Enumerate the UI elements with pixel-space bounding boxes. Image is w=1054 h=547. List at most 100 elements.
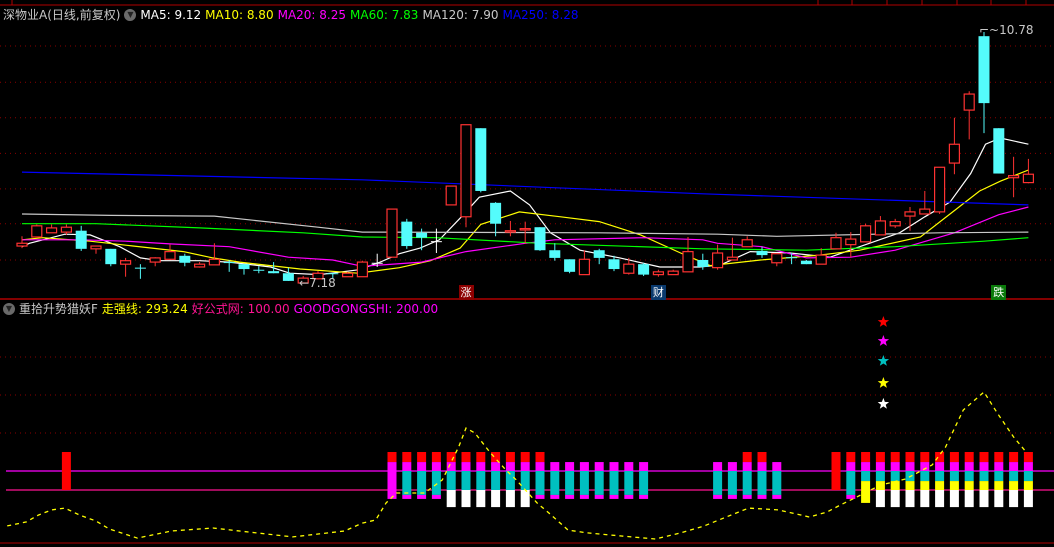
candle-body: [889, 221, 901, 227]
bar-segment: [491, 462, 501, 471]
candle: [830, 232, 842, 250]
bar-segment: [964, 452, 974, 463]
candle: [60, 224, 73, 235]
candle-body: [711, 252, 724, 269]
ma-legend-item: MA60: 7.83: [350, 8, 419, 22]
bar-segment: [1009, 490, 1019, 508]
candle: [238, 264, 250, 275]
candle: [179, 253, 191, 267]
bar-segment: [964, 471, 974, 482]
bar-segment: [1023, 471, 1033, 482]
candle: [697, 253, 709, 270]
candle: [223, 259, 235, 272]
candle-body: [859, 225, 872, 243]
candle-body: [16, 242, 28, 247]
candle-body: [667, 270, 679, 276]
candle: [904, 206, 916, 231]
candle-body: [371, 262, 383, 264]
candle: [194, 262, 206, 268]
indicator-bar: [417, 452, 427, 499]
bar-segment: [994, 471, 1004, 482]
arrow-left-icon: ←: [299, 276, 310, 290]
candle-body: [90, 245, 102, 250]
candle-body: [31, 225, 43, 238]
candle-body: [963, 93, 975, 111]
bar-segment: [757, 462, 767, 471]
bar-segment: [935, 490, 945, 508]
candle: [978, 32, 990, 134]
bar-segment: [861, 462, 871, 471]
indicator-bar: [935, 452, 945, 508]
candle: [711, 244, 724, 270]
indicator-bar: [994, 452, 1004, 508]
bar-segment: [949, 462, 959, 471]
indicator-bar: [446, 452, 456, 508]
candle-body: [830, 237, 842, 250]
bar-segment: [61, 452, 71, 490]
bar-segment: [935, 452, 945, 463]
candle: [416, 228, 428, 251]
ma-legend-items: MA5: 9.12 MA10: 8.80 MA20: 8.25 MA60: 7.83 M…: [140, 6, 582, 24]
bar-segment: [994, 490, 1004, 508]
candle-body: [490, 202, 502, 224]
bar-segment: [905, 462, 915, 471]
indicator-bar: [861, 452, 871, 503]
high-price-label: ⌐~10.78: [979, 23, 1033, 37]
candle: [741, 236, 753, 248]
bar-segment: [772, 462, 782, 471]
bar-segment: [491, 452, 501, 463]
candle-body: [327, 273, 339, 275]
candle: [445, 185, 457, 206]
strength-line: [7, 391, 1026, 540]
bar-segment: [639, 494, 649, 499]
bar-segment: [1023, 452, 1033, 463]
bar-segment: [979, 471, 989, 482]
bar-segment: [402, 452, 412, 463]
candle-body: [741, 239, 753, 248]
bar-segment: [520, 471, 530, 490]
indicator-title[interactable]: 重拾升势猎妖F: [19, 302, 98, 316]
candle-body: [815, 254, 827, 265]
candle: [45, 224, 58, 234]
bar-segment: [387, 452, 397, 463]
indicator-bar: [846, 452, 856, 499]
bar-segment: [861, 471, 871, 482]
stock-title[interactable]: 深物业A(日线,前复权): [3, 8, 121, 22]
candle: [682, 236, 694, 273]
candle: [460, 124, 472, 228]
candle-body: [164, 251, 176, 260]
bar-segment: [890, 462, 900, 471]
bar-segment: [727, 462, 737, 471]
candle-body: [948, 143, 961, 164]
candle: [282, 267, 294, 281]
candle-body: [638, 264, 650, 275]
low-price-value: 7.18: [309, 276, 336, 290]
ma-legend-item: MA120: 7.90: [422, 8, 499, 22]
candle-body: [223, 262, 235, 264]
candle-body: [534, 227, 546, 251]
indicator-bar: [639, 462, 649, 499]
bar-segment: [772, 494, 782, 499]
candle-body: [297, 277, 309, 284]
chevron-down-icon[interactable]: ▼: [124, 9, 137, 21]
bar-segment: [609, 462, 619, 471]
star-icon: [877, 397, 890, 409]
bar-segment: [594, 471, 604, 495]
bar-segment: [979, 490, 989, 508]
bar-segment: [431, 462, 441, 471]
candle: [134, 264, 146, 279]
bar-segment: [639, 462, 649, 471]
signal-stars: [877, 316, 890, 409]
bar-segment: [846, 452, 856, 463]
candle-body: [519, 228, 531, 231]
indicator-bar: [949, 452, 959, 508]
chevron-down-icon[interactable]: ▼: [3, 303, 15, 315]
candle-body: [119, 260, 132, 265]
candle: [623, 257, 635, 275]
candle: [786, 253, 798, 265]
candle-body: [919, 208, 931, 215]
candle-body: [342, 272, 354, 278]
ma-legend-item: MA10: 8.80: [205, 8, 274, 22]
bar-segment: [461, 490, 471, 508]
